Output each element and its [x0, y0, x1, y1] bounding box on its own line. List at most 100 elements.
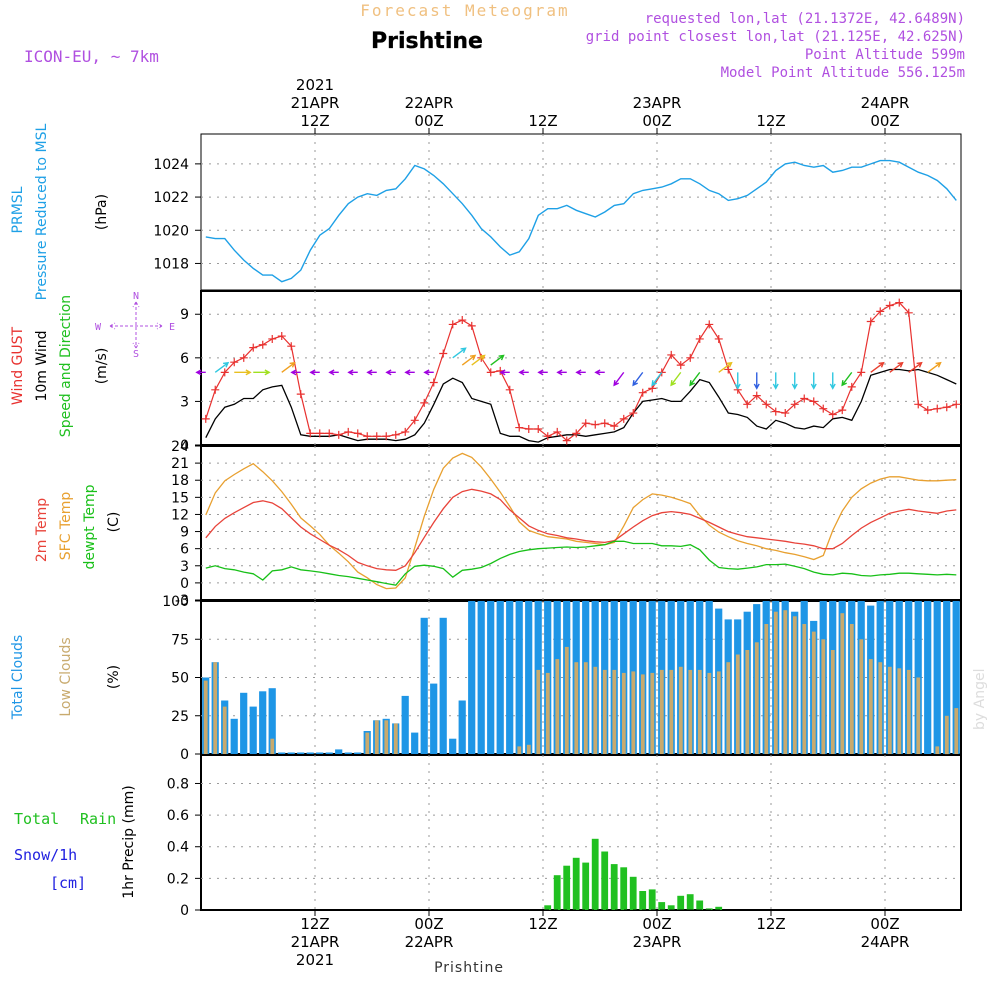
total-cloud-bar	[468, 601, 476, 754]
low-cloud-bar	[222, 706, 227, 754]
gust-point	[391, 430, 400, 439]
y-tick-label: 9	[180, 525, 189, 541]
gust-point	[933, 404, 942, 413]
gust-point	[420, 398, 429, 407]
low-cloud-bar	[745, 650, 750, 754]
total-cloud-bar	[278, 752, 286, 754]
low-cloud-bar	[374, 720, 379, 754]
wind-direction-arrow	[651, 371, 663, 387]
gust-point	[287, 342, 296, 351]
total-cloud-bar	[952, 601, 960, 754]
low-cloud-bar	[697, 669, 702, 754]
low-cloud-bar	[754, 642, 759, 754]
low-cloud-bar	[270, 738, 275, 754]
gust-point	[363, 432, 372, 441]
y-tick-label: 0.8	[167, 776, 189, 792]
top-time-label: 22APR	[405, 94, 454, 112]
wind-direction-arrow	[841, 371, 853, 387]
total-cloud-bar	[496, 601, 504, 754]
y-tick-label: 6	[180, 542, 189, 558]
total-cloud-bar	[268, 688, 276, 754]
gust-point	[781, 409, 790, 418]
bottom-time-label: 23APR	[633, 933, 682, 951]
wind-dir-label: Speed and Direction	[58, 295, 74, 437]
gust-point	[543, 432, 552, 441]
y-tick-label: 3	[180, 559, 189, 575]
y-tick-label: 21	[171, 456, 189, 472]
gust-point	[239, 353, 248, 362]
wind-direction-arrow	[328, 369, 339, 376]
wind-direction-arrow	[281, 361, 296, 373]
top-time-label: 12Z	[756, 112, 785, 130]
wind-direction-arrow	[734, 372, 741, 390]
dewpt-label: dewpt Temp	[82, 484, 98, 569]
gust-point	[657, 368, 666, 377]
top-time-label: 00Z	[870, 112, 899, 130]
low-cloud-bar	[868, 659, 873, 754]
gust-point	[819, 404, 828, 413]
total-cloud-bar	[354, 752, 362, 754]
wind-direction-arrow	[753, 372, 760, 390]
y-tick-label: 12	[171, 507, 189, 523]
temp2m-label: 2m Temp	[34, 498, 50, 562]
wind-direction-arrow	[556, 369, 567, 376]
wind10m-line	[205, 368, 957, 443]
sfc-temp-line	[205, 452, 957, 590]
gust-point	[448, 320, 457, 329]
gust-point	[667, 350, 676, 359]
total-cloud-bar	[933, 601, 941, 754]
panel-frame-temperature	[200, 445, 962, 601]
gust-point	[752, 391, 761, 400]
wind10m-label: 10m Wind	[34, 330, 50, 401]
total-cloud-bar	[287, 752, 295, 754]
footer-location: Prishtine	[434, 960, 504, 976]
gust-point	[629, 409, 638, 418]
bottom-time-label: 2021	[296, 951, 334, 969]
wind-direction-arrow	[908, 361, 923, 373]
wind-direction-arrow	[214, 361, 230, 373]
low-cloud-bar	[954, 708, 959, 754]
gust-point	[353, 429, 362, 438]
location-title: Prishtine	[371, 29, 483, 54]
low-cloud-bar	[213, 662, 218, 754]
wind-direction-arrow	[829, 372, 836, 390]
wind-direction-arrow	[889, 361, 904, 373]
gust-point	[315, 429, 324, 438]
bottom-time-label: 00Z	[642, 915, 671, 933]
low-cloud-bar	[773, 611, 778, 754]
gust-point	[306, 429, 315, 438]
gust-point	[743, 400, 752, 409]
low-cloud-bar	[583, 662, 588, 754]
gust-point	[923, 406, 932, 415]
pressure-label-group: PRMSL Pressure Reduced to MSL (hPa)	[10, 123, 110, 300]
gust-point	[372, 432, 381, 441]
low-cloud-bar	[688, 669, 693, 754]
bottom-time-label: 12Z	[528, 915, 557, 933]
y-tick-label: 0	[180, 903, 189, 919]
gust-point	[952, 400, 961, 409]
gust-point	[790, 400, 799, 409]
low-cloud-bar	[536, 669, 541, 754]
rain-bar	[629, 876, 637, 910]
low-cloud-bar	[897, 668, 902, 754]
low-cloud-bar	[640, 674, 645, 754]
compass-w: W	[95, 322, 102, 333]
point-altitude: Point Altitude 599m	[805, 47, 965, 63]
low-cloud-bar	[830, 650, 835, 754]
gust-point	[876, 307, 885, 316]
precip-unit-label: 1hr Precip (mm)	[121, 785, 137, 898]
cloud-label-group: Total Clouds Low Clouds (%)	[10, 635, 122, 720]
watermark: by Angel	[972, 669, 988, 730]
low-cloud-label: Low Clouds	[58, 637, 74, 716]
gust-point	[705, 320, 714, 329]
total-cloud-bar	[325, 752, 333, 754]
gust-point	[211, 385, 220, 394]
prmsl-unit-label: (hPa)	[94, 194, 110, 230]
rain-bar	[572, 857, 580, 910]
y-tick-label: 9	[180, 307, 189, 323]
gust-point	[895, 298, 904, 307]
total-cloud-bar	[420, 617, 428, 754]
total-rain-label-a: Total	[14, 810, 59, 828]
wind-direction-arrow	[575, 369, 586, 376]
low-cloud-bar	[802, 624, 807, 754]
